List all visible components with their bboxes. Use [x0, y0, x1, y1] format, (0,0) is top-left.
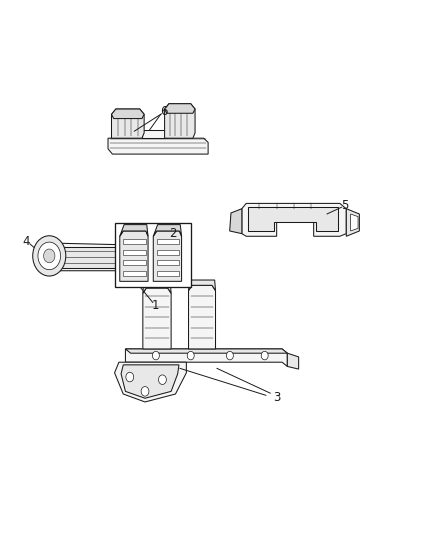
- Polygon shape: [108, 138, 208, 154]
- Polygon shape: [157, 260, 180, 265]
- Polygon shape: [287, 353, 299, 369]
- Polygon shape: [123, 271, 146, 276]
- Polygon shape: [230, 209, 242, 233]
- Polygon shape: [153, 224, 182, 236]
- Polygon shape: [248, 207, 338, 231]
- Polygon shape: [130, 247, 135, 267]
- Polygon shape: [125, 349, 287, 353]
- Text: 3: 3: [273, 391, 280, 404]
- Circle shape: [187, 351, 194, 360]
- Circle shape: [33, 236, 66, 276]
- Text: 4: 4: [22, 235, 30, 247]
- Polygon shape: [346, 209, 359, 236]
- Polygon shape: [157, 239, 180, 244]
- Polygon shape: [157, 249, 180, 255]
- Polygon shape: [142, 130, 167, 138]
- Text: 1: 1: [151, 298, 159, 312]
- Polygon shape: [115, 362, 186, 402]
- Text: 2: 2: [169, 227, 176, 240]
- Polygon shape: [242, 204, 346, 236]
- Polygon shape: [153, 231, 182, 281]
- Polygon shape: [123, 260, 146, 265]
- Polygon shape: [143, 288, 171, 349]
- Polygon shape: [120, 231, 148, 281]
- Polygon shape: [165, 104, 195, 114]
- Polygon shape: [56, 243, 130, 271]
- Polygon shape: [112, 109, 144, 118]
- Circle shape: [126, 372, 134, 382]
- Polygon shape: [120, 224, 148, 236]
- Text: 5: 5: [341, 199, 348, 212]
- Polygon shape: [188, 285, 215, 349]
- Circle shape: [152, 351, 159, 360]
- Polygon shape: [351, 214, 358, 231]
- Circle shape: [159, 375, 166, 384]
- Text: 6: 6: [160, 105, 168, 118]
- Polygon shape: [188, 280, 215, 290]
- Circle shape: [38, 242, 60, 270]
- Polygon shape: [121, 365, 179, 398]
- Bar: [115, 223, 191, 287]
- Polygon shape: [143, 282, 171, 293]
- Polygon shape: [123, 249, 146, 255]
- Polygon shape: [125, 349, 287, 367]
- Polygon shape: [60, 247, 119, 268]
- Polygon shape: [112, 109, 144, 138]
- Circle shape: [44, 249, 55, 263]
- Polygon shape: [157, 271, 180, 276]
- Circle shape: [141, 386, 149, 396]
- Circle shape: [226, 351, 233, 360]
- Circle shape: [261, 351, 268, 360]
- Polygon shape: [123, 239, 146, 244]
- Polygon shape: [165, 104, 195, 138]
